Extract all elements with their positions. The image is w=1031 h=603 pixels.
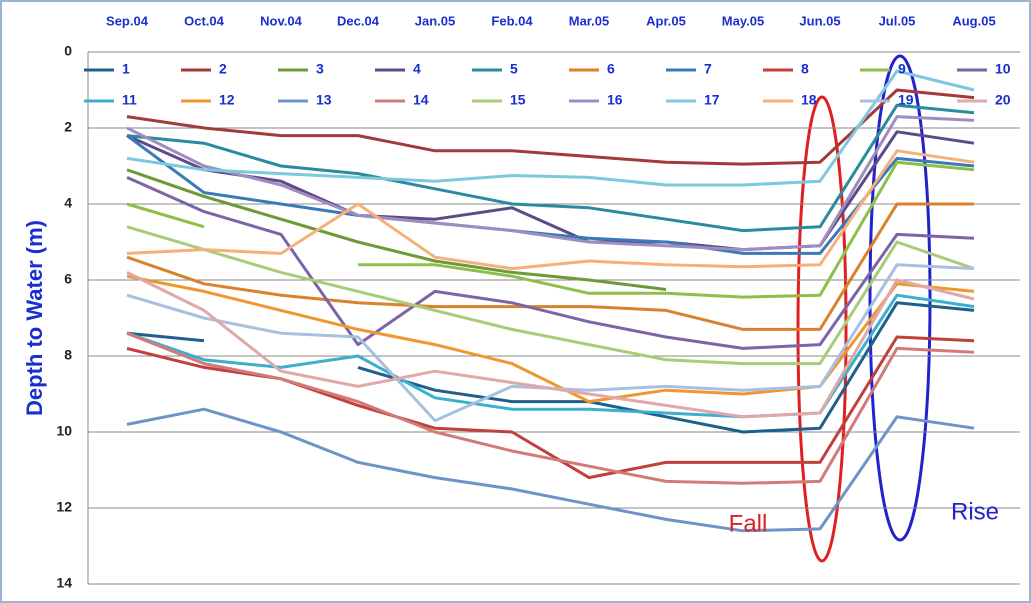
y-axis-label: Depth to Water (m) bbox=[22, 220, 47, 416]
annotation: Fall bbox=[729, 510, 768, 537]
legend-label: 2 bbox=[219, 61, 227, 77]
legend-label: 19 bbox=[898, 92, 914, 108]
x-tick-label: Jan.05 bbox=[415, 13, 455, 28]
series-line bbox=[126, 160, 975, 299]
y-tick-label: 2 bbox=[64, 119, 72, 135]
legend-label: 5 bbox=[510, 61, 518, 77]
x-tick-label: Jun.05 bbox=[799, 13, 840, 28]
legend-label: 8 bbox=[801, 61, 809, 77]
series-line bbox=[126, 149, 975, 271]
x-tick-label: Jul.05 bbox=[879, 13, 916, 28]
legend-label: 9 bbox=[898, 61, 906, 77]
x-tick-label: May.05 bbox=[722, 13, 764, 28]
legend-label: 16 bbox=[607, 92, 623, 108]
series-line bbox=[126, 176, 975, 350]
x-tick-label: Oct.04 bbox=[184, 13, 225, 28]
x-tick-label: Dec.04 bbox=[337, 13, 380, 28]
series-line bbox=[126, 168, 667, 291]
y-tick-label: 10 bbox=[56, 423, 72, 439]
x-tick-label: Feb.04 bbox=[491, 13, 533, 28]
legend-label: 3 bbox=[316, 61, 324, 77]
legend-label: 10 bbox=[995, 61, 1011, 77]
x-tick-label: Sep.04 bbox=[106, 13, 149, 28]
y-tick-label: 6 bbox=[64, 271, 72, 287]
legend-label: 14 bbox=[413, 92, 429, 108]
y-tick-label: 4 bbox=[64, 195, 72, 211]
legend-label: 18 bbox=[801, 92, 817, 108]
rise-ellipse bbox=[868, 54, 932, 542]
series-line bbox=[126, 103, 975, 233]
series-line bbox=[126, 274, 975, 404]
y-tick-label: 0 bbox=[64, 43, 72, 59]
x-tick-label: Aug.05 bbox=[952, 13, 995, 28]
legend-label: 11 bbox=[122, 92, 137, 108]
annotation: Rise bbox=[951, 498, 999, 525]
x-tick-label: Apr.05 bbox=[646, 13, 686, 28]
legend-label: 20 bbox=[995, 92, 1011, 108]
legend-label: 13 bbox=[316, 92, 332, 108]
series-line bbox=[126, 115, 975, 252]
legend-label: 1 bbox=[122, 61, 130, 77]
y-tick-label: 14 bbox=[56, 575, 72, 591]
series-line bbox=[126, 331, 975, 485]
x-tick-label: Nov.04 bbox=[260, 13, 302, 28]
legend-label: 6 bbox=[607, 61, 615, 77]
series-line bbox=[126, 134, 975, 255]
series-line bbox=[126, 225, 975, 366]
legend-label: 4 bbox=[413, 61, 421, 77]
legend-label: 15 bbox=[510, 92, 526, 108]
series-line bbox=[126, 301, 975, 434]
series-line bbox=[126, 88, 975, 166]
y-tick-label: 8 bbox=[64, 347, 72, 363]
legend-label: 17 bbox=[704, 92, 720, 108]
series-line bbox=[126, 202, 974, 331]
legend-label: 12 bbox=[219, 92, 235, 108]
y-tick-label: 12 bbox=[56, 499, 72, 515]
series-line bbox=[126, 69, 975, 187]
x-tick-label: Mar.05 bbox=[569, 13, 609, 28]
legend-label: 7 bbox=[704, 61, 712, 77]
series-line bbox=[126, 407, 975, 533]
series-line bbox=[126, 271, 975, 419]
